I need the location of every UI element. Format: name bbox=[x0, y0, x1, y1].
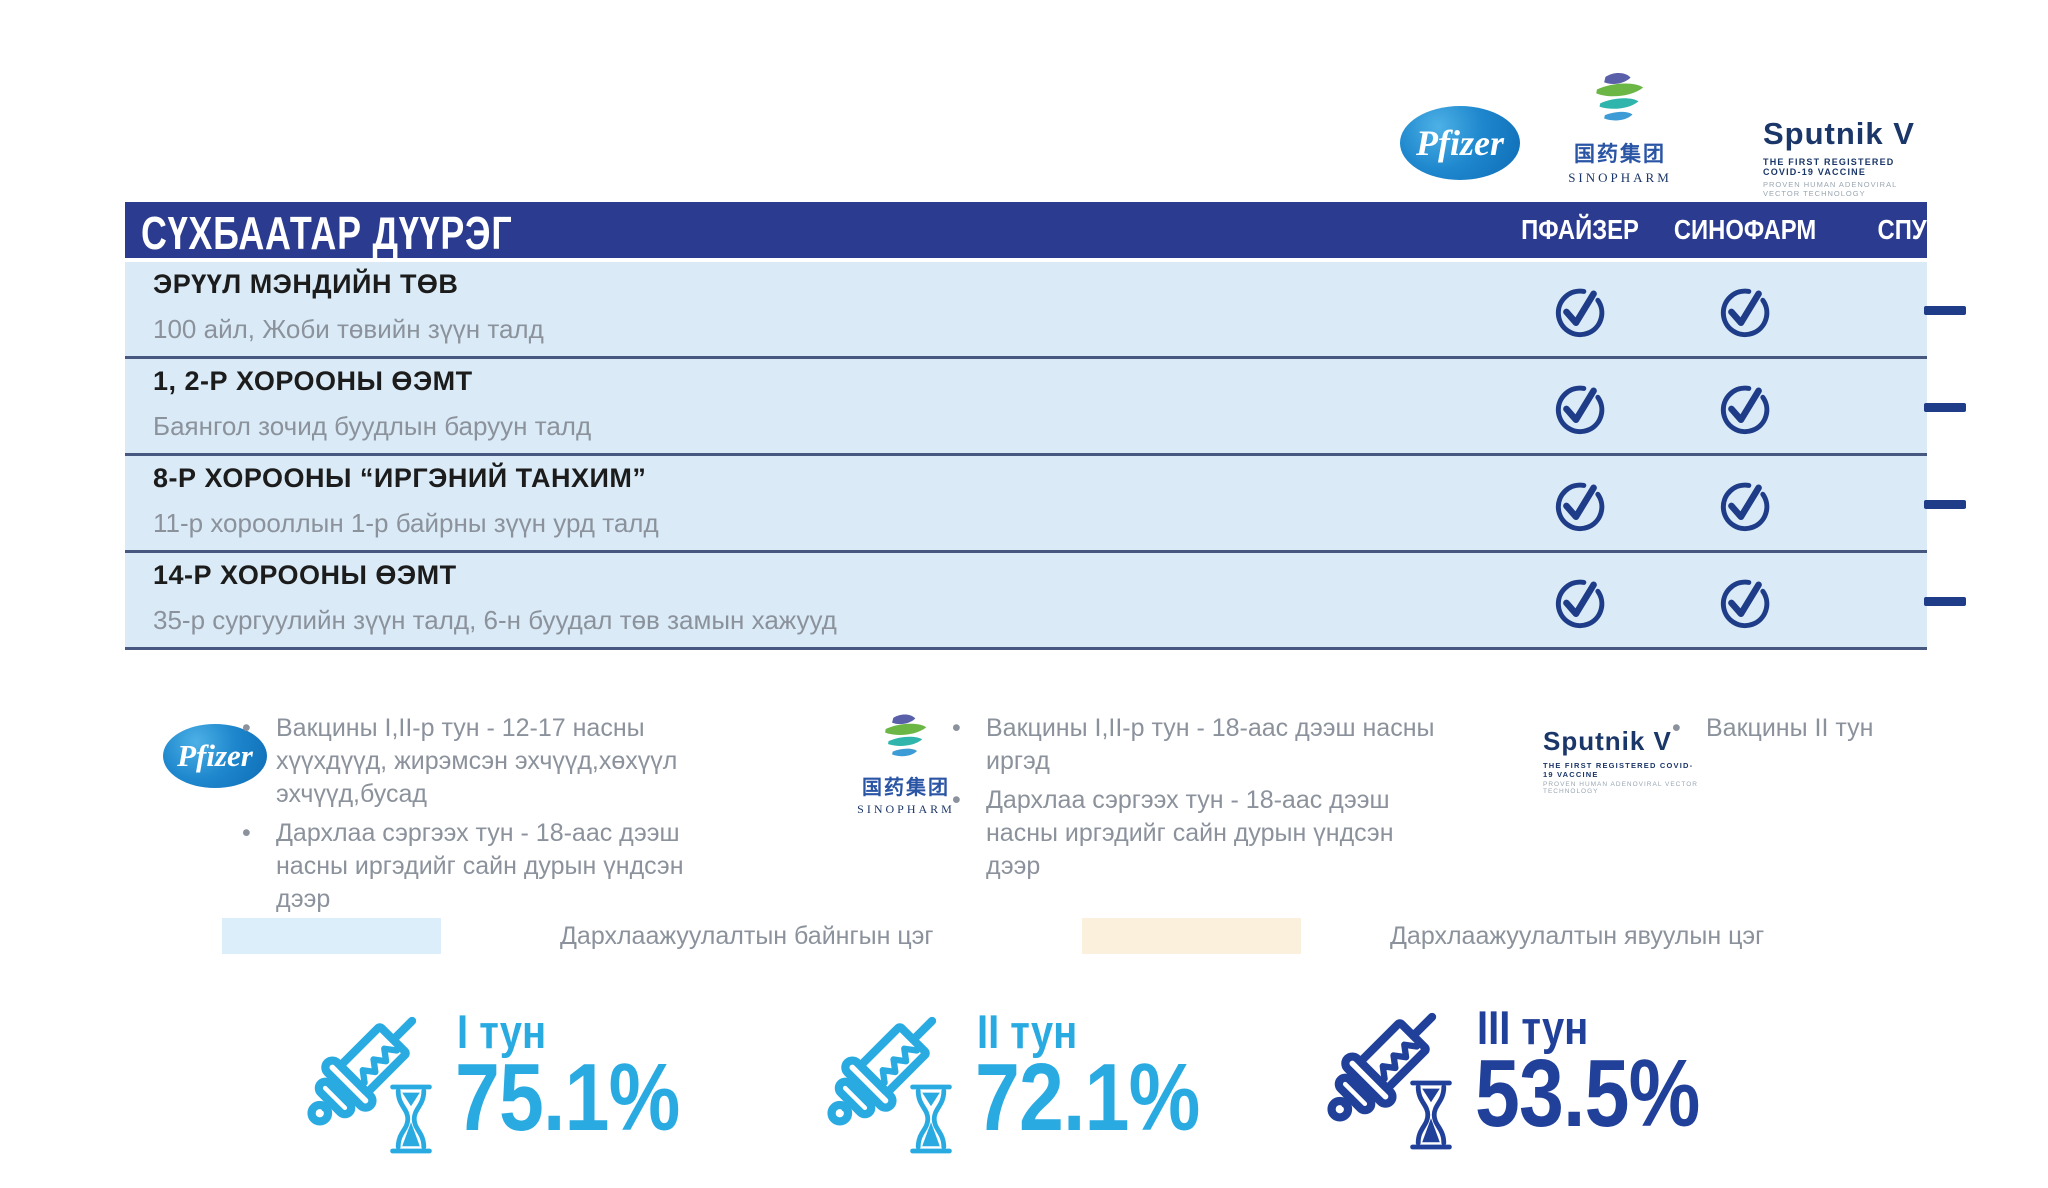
sinopharm-chinese-text: 国药集团 bbox=[862, 777, 950, 799]
sinopharm-logo: 国药集团 SINOPHARM bbox=[856, 712, 956, 817]
location-name: 14-Р ХОРООНЫ ӨЭМТ bbox=[153, 560, 457, 590]
sputnik-availability-mark bbox=[1860, 456, 2030, 553]
sputnik-name-text: Sputnik V bbox=[1763, 116, 1915, 151]
vaccination-points-table: ЭРҮҮЛ МЭНДИЙН ТӨВ 100 айл, Жоби төвийн з… bbox=[125, 262, 1966, 650]
check-icon bbox=[1716, 573, 1774, 631]
pfizer-availability-mark bbox=[1495, 456, 1665, 553]
sinopharm-availability-mark bbox=[1660, 359, 1830, 456]
note-item: • Дархлаа сэргээх тун - 18-аас дээш насн… bbox=[242, 817, 722, 916]
table-row: 8-Р ХОРООНЫ “ИРГЭНИЙ ТАНХИМ” 11-р хороол… bbox=[125, 456, 1966, 553]
sinopharm-name-text: SINOPHARM bbox=[1568, 170, 1672, 185]
dash-icon bbox=[1924, 306, 1966, 315]
note-item: • Вакцины I,II-р тун - 12-17 насны хүүхд… bbox=[242, 712, 722, 811]
note-text: Вакцины I,II-р тун - 12-17 насны хүүхдүү… bbox=[276, 714, 678, 808]
check-icon bbox=[1551, 282, 1609, 340]
sputnik-availability-mark bbox=[1860, 553, 2030, 650]
column-header-sinopharm: СИНОФАРМ bbox=[1673, 214, 1817, 245]
note-text: Вакцины II тун bbox=[1706, 714, 1874, 742]
check-icon bbox=[1716, 282, 1774, 340]
note-text: Вакцины I,II-р тун - 18-аас дээш насны и… bbox=[986, 714, 1435, 775]
sinopharm-waves-icon bbox=[877, 712, 935, 768]
sinopharm-availability-mark bbox=[1660, 553, 1830, 650]
sinopharm-availability-mark bbox=[1660, 456, 1830, 553]
dose-2-stat: II тун 72.1% bbox=[805, 1000, 1235, 1188]
column-header-sputnik: СПУТНИК V bbox=[1877, 214, 2013, 245]
location-address: Баянгол зочид буудлын баруун талд bbox=[153, 411, 592, 441]
dose-label: II тун bbox=[977, 1005, 1078, 1058]
fixed-point-color-swatch bbox=[222, 918, 441, 954]
district-title: СҮХБААТАР ДҮҮРЭГ bbox=[141, 207, 513, 259]
sinopharm-chinese-text: 国药集团 bbox=[1574, 143, 1666, 166]
sputnik-tagline-1: THE FIRST REGISTERED COVID-19 VACCINE bbox=[1763, 157, 1895, 177]
pfizer-logo-text: Pfizer bbox=[1416, 123, 1504, 163]
location-name: 1, 2-Р ХОРООНЫ ӨЭМТ bbox=[153, 366, 473, 396]
table-row: ЭРҮҮЛ МЭНДИЙН ТӨВ 100 айл, Жоби төвийн з… bbox=[125, 262, 1966, 359]
dash-icon bbox=[1924, 597, 1966, 606]
bullet-icon: • bbox=[952, 786, 961, 814]
bullet-icon: • bbox=[242, 714, 251, 742]
table-row: 14-Р ХОРООНЫ ӨЭМТ 35-р сургуулийн зүүн т… bbox=[125, 553, 1966, 650]
column-header-pfizer: ПФАЙЗЕР bbox=[1521, 214, 1639, 245]
pfizer-availability-mark bbox=[1495, 553, 1665, 650]
sinopharm-logo: 国药集团 SINOPHARM bbox=[1558, 70, 1682, 186]
dose-label: III тун bbox=[1477, 1001, 1589, 1054]
sputnik-availability-mark bbox=[1860, 262, 2030, 359]
dose-1-stat: I тун 75.1% bbox=[285, 1000, 715, 1188]
table-row: 1, 2-Р ХОРООНЫ ӨЭМТ Баянгол зочид буудлы… bbox=[125, 359, 1966, 456]
sinopharm-availability-mark bbox=[1660, 262, 1830, 359]
location-name: ЭРҮҮЛ МЭНДИЙН ТӨВ bbox=[153, 269, 459, 299]
dose-label: I тун bbox=[457, 1005, 547, 1058]
note-text: Дархлаа сэргээх тун - 18-аас дээш насны … bbox=[276, 819, 684, 913]
pfizer-notes-list: • Вакцины I,II-р тун - 12-17 насны хүүхд… bbox=[242, 712, 722, 922]
note-item: • Дархлаа сэргээх тун - 18-аас дээш насн… bbox=[952, 784, 1452, 883]
dose-3-stat: III тун 53.5% bbox=[1305, 996, 1735, 1186]
check-icon bbox=[1551, 476, 1609, 534]
location-name: 8-Р ХОРООНЫ “ИРГЭНИЙ ТАНХИМ” bbox=[153, 463, 647, 493]
hourglass-icon bbox=[907, 1074, 955, 1164]
bullet-icon: • bbox=[952, 714, 961, 742]
check-icon bbox=[1551, 379, 1609, 437]
sinopharm-name-text: SINOPHARM bbox=[857, 802, 955, 816]
check-icon bbox=[1716, 476, 1774, 534]
pfizer-availability-mark bbox=[1495, 359, 1665, 456]
note-item: • Вакцины I,II-р тун - 18-аас дээш насны… bbox=[952, 712, 1452, 778]
note-item: • Вакцины II тун bbox=[1672, 712, 2012, 745]
dose-percentage: 72.1% bbox=[975, 1044, 1200, 1151]
check-icon bbox=[1716, 379, 1774, 437]
bullet-icon: • bbox=[242, 819, 251, 847]
pfizer-logo: Pfizer bbox=[163, 724, 267, 788]
check-icon bbox=[1551, 573, 1609, 631]
sinopharm-waves-icon bbox=[1587, 70, 1653, 134]
sputnik-notes-list: • Вакцины II тун bbox=[1672, 712, 2012, 751]
sputnik-tagline-2: PROVEN HUMAN ADENOVIRAL VECTOR TECHNOLOG… bbox=[1543, 781, 1698, 795]
fixed-point-label: Дархлаажуулалтын байнгын цэг bbox=[560, 922, 934, 950]
dash-icon bbox=[1924, 500, 1966, 509]
sputnik-logo: Sputnik V THE FIRST REGISTERED COVID-19 … bbox=[1543, 726, 1703, 795]
sputnik-availability-mark bbox=[1860, 359, 2030, 456]
mobile-point-label: Дархлаажуулалтын явуулын цэг bbox=[1390, 922, 1765, 950]
sputnik-tagline-2: PROVEN HUMAN ADENOVIRAL VECTOR TECHNOLOG… bbox=[1763, 180, 1897, 198]
bullet-icon: • bbox=[1672, 714, 1681, 742]
mobile-point-color-swatch bbox=[1082, 918, 1301, 954]
dose-percentage: 53.5% bbox=[1475, 1040, 1700, 1147]
sinopharm-notes-list: • Вакцины I,II-р тун - 18-аас дээш насны… bbox=[952, 712, 1452, 889]
sputnik-logo: Sputnik V THE FIRST REGISTERED COVID-19 … bbox=[1763, 116, 1933, 198]
dose-percentage: 75.1% bbox=[455, 1044, 680, 1151]
sputnik-name-text: Sputnik V bbox=[1543, 726, 1672, 756]
pfizer-availability-mark bbox=[1495, 262, 1665, 359]
hourglass-icon bbox=[387, 1074, 435, 1164]
dash-icon bbox=[1924, 403, 1966, 412]
pfizer-logo-text: Pfizer bbox=[177, 738, 253, 773]
pfizer-logo: Pfizer bbox=[1400, 106, 1520, 180]
sputnik-tagline-1: THE FIRST REGISTERED COVID-19 VACCINE bbox=[1543, 761, 1694, 779]
hourglass-icon bbox=[1407, 1070, 1455, 1160]
location-address: 35-р сургуулийн зүүн талд, 6-н буудал тө… bbox=[153, 605, 837, 635]
location-address: 100 айл, Жоби төвийн зүүн талд bbox=[153, 314, 544, 344]
location-address: 11-р хорооллын 1-р байрны зүүн урд талд bbox=[153, 508, 659, 538]
note-text: Дархлаа сэргээх тун - 18-аас дээш насны … bbox=[986, 786, 1394, 880]
table-header-bar: СҮХБААТАР ДҮҮРЭГ ПФАЙЗЕР СИНОФАРМ СПУТНИ… bbox=[125, 202, 2012, 259]
